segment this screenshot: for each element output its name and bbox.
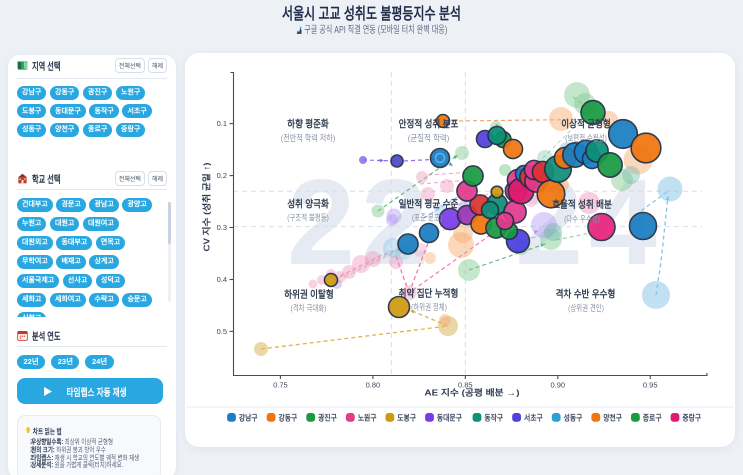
- svg-text:강남구: 강남구: [239, 413, 258, 423]
- svg-text:취약 집단 누적형: 취약 집단 누적형: [399, 287, 459, 300]
- svg-text:0.95: 0.95: [643, 381, 658, 390]
- svg-text:22: 22: [287, 154, 435, 290]
- svg-text:노원구: 노원구: [358, 413, 377, 423]
- svg-text:(상위권 견인): (상위권 견인): [568, 303, 604, 313]
- svg-text:(구조적 불평등): (구조적 불평등): [287, 213, 329, 223]
- svg-text:0.80: 0.80: [366, 381, 381, 390]
- svg-text:0.90: 0.90: [550, 381, 565, 390]
- svg-text:하위권 이탈형: 하위권 이탈형: [284, 288, 333, 301]
- svg-text:이상적 균형형: 이상적 균형형: [561, 118, 610, 131]
- svg-text:중랑구: 중랑구: [682, 413, 701, 423]
- svg-text:종로구: 종로구: [643, 414, 662, 423]
- svg-text:동대문구: 동대문구: [437, 413, 463, 423]
- svg-text:성취 양극화: 성취 양극화: [287, 198, 329, 211]
- svg-text:(균질적 학력): (균질적 학력): [408, 133, 450, 143]
- svg-text:(하위권 정체): (하위권 정체): [411, 302, 447, 312]
- svg-text:서초구: 서초구: [524, 413, 543, 423]
- svg-text:(격차 극대화): (격차 극대화): [291, 303, 327, 313]
- svg-text:0.3: 0.3: [217, 223, 227, 232]
- svg-text:0.75: 0.75: [273, 381, 288, 390]
- svg-text:0.4: 0.4: [217, 275, 227, 284]
- svg-text:광진구: 광진구: [318, 413, 337, 423]
- svg-text:(전반적 학력 저하): (전반적 학력 저하): [281, 133, 336, 143]
- svg-text:성동구: 성동구: [564, 413, 583, 423]
- svg-text:하향 평준화: 하향 평준화: [287, 118, 329, 131]
- svg-text:도봉구: 도봉구: [397, 413, 416, 423]
- svg-text:(표준 분포): (표준 분포): [412, 213, 442, 223]
- svg-text:AE 지수 (공평 배분 →): AE 지수 (공평 배분 →): [425, 388, 520, 398]
- svg-text:효율적 성취 배분: 효율적 성취 배분: [552, 198, 612, 211]
- svg-text:격차 수반 우수형: 격차 수반 우수형: [556, 288, 616, 301]
- svg-text:CV 지수 (성취 균일 ↑): CV 지수 (성취 균일 ↑): [202, 162, 212, 251]
- svg-text:0.2: 0.2: [217, 171, 227, 180]
- svg-text:양천구: 양천구: [603, 413, 622, 423]
- svg-text:강동구: 강동구: [279, 413, 298, 423]
- svg-text:0.5: 0.5: [217, 327, 227, 336]
- svg-text:(다수 우수성): (다수 우수성): [564, 214, 600, 224]
- svg-text:동작구: 동작구: [484, 413, 503, 423]
- svg-text:일반적 평균 수준: 일반적 평균 수준: [399, 198, 459, 211]
- svg-text:안정적 성취 분포: 안정적 성취 분포: [399, 118, 459, 131]
- svg-text:(보편적 수월성): (보편적 수월성): [565, 133, 607, 143]
- svg-text:0.1: 0.1: [217, 119, 227, 128]
- svg-text:0.85: 0.85: [458, 381, 473, 390]
